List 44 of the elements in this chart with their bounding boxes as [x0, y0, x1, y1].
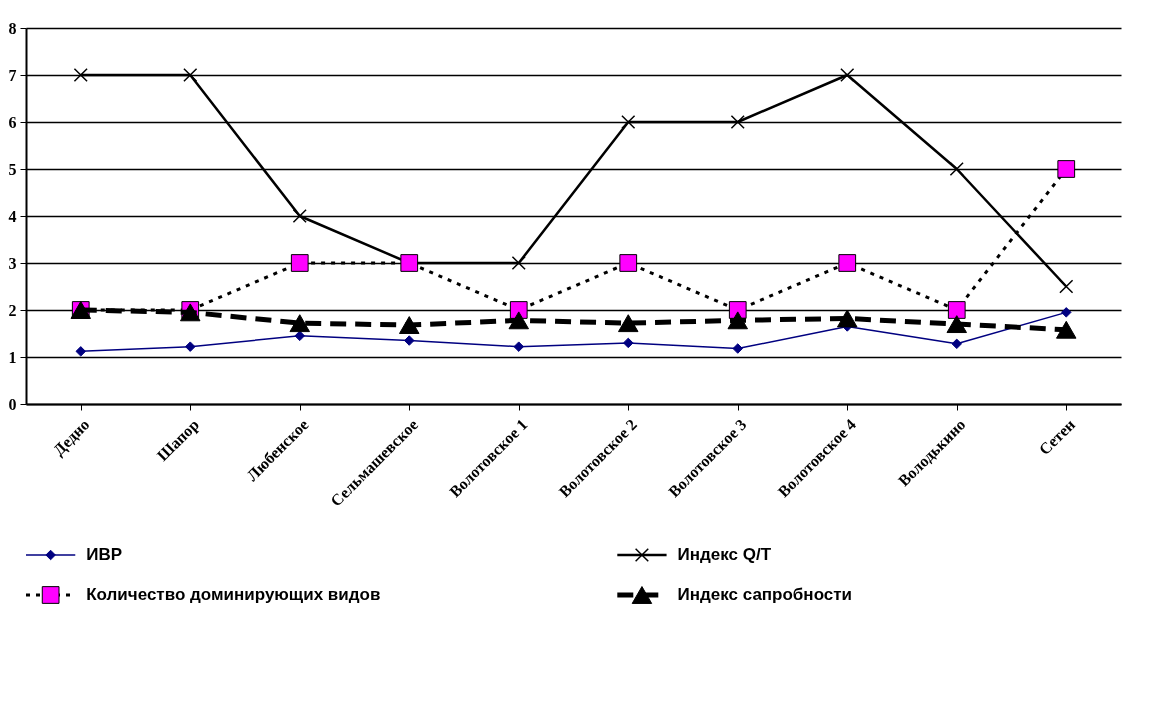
point	[73, 67, 88, 83]
legend-label: Индекс Q/T	[677, 545, 772, 564]
point	[1061, 307, 1072, 318]
point	[183, 67, 198, 83]
point	[946, 315, 967, 334]
point	[951, 338, 962, 350]
legend-label: Индекс сапробности	[677, 585, 853, 604]
point	[837, 309, 858, 328]
point	[838, 254, 857, 272]
point	[294, 330, 305, 342]
point	[840, 67, 855, 83]
y-tick-label: 3	[8, 254, 17, 272]
point	[399, 316, 420, 334]
point	[619, 254, 638, 272]
point	[290, 254, 309, 272]
y-tick-label: 7	[8, 66, 17, 84]
legend-label: ИВР	[86, 545, 123, 564]
point	[727, 311, 748, 330]
point	[949, 161, 964, 177]
point	[513, 341, 524, 352]
point	[947, 301, 966, 319]
point	[730, 114, 745, 130]
y-tick-label: 4	[8, 207, 17, 225]
point	[508, 311, 529, 330]
point	[289, 314, 310, 333]
point	[732, 343, 743, 354]
point	[623, 337, 634, 349]
point	[185, 341, 196, 352]
y-tick-label: 5	[8, 160, 17, 178]
y-tick-label: 8	[8, 19, 17, 37]
point	[618, 314, 639, 333]
y-tick-label: 1	[8, 348, 17, 366]
point	[75, 346, 86, 357]
y-tick-label: 0	[8, 395, 17, 413]
point	[1059, 279, 1074, 294]
legend-label: Количество доминирующих видов	[86, 585, 381, 604]
y-tick-label: 6	[8, 113, 17, 131]
point	[511, 255, 526, 271]
point	[292, 208, 307, 224]
point	[621, 114, 636, 130]
point	[1056, 320, 1077, 339]
point	[404, 335, 415, 346]
point	[1057, 160, 1076, 178]
y-tick-label: 2	[8, 301, 17, 319]
